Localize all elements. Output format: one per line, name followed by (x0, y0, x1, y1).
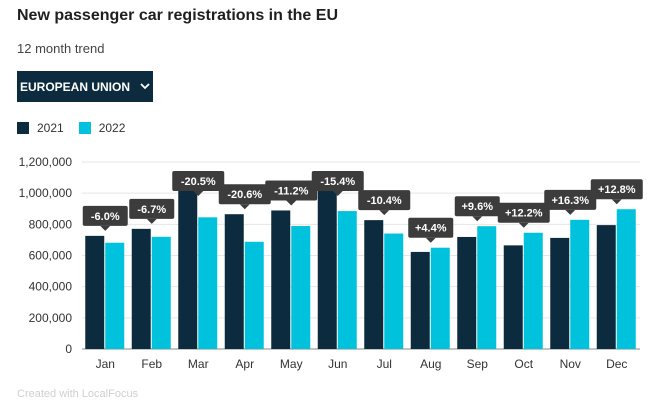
change-label-box (218, 184, 271, 205)
x-tick-label: Nov (560, 357, 581, 371)
chart-legend: 2021 2022 (17, 121, 140, 135)
x-tick-label: Dec (606, 357, 627, 371)
change-label-box (454, 196, 500, 217)
change-label-pointer (425, 237, 436, 243)
bar-2021-feb (131, 228, 151, 349)
change-label-box (172, 171, 225, 191)
change-label-pointer (100, 225, 111, 231)
change-label-pointer (565, 209, 576, 215)
change-label-box (497, 202, 550, 223)
bar-2022-may (291, 226, 311, 349)
change-label-box (544, 189, 597, 210)
legend-label-2022: 2022 (98, 121, 126, 135)
change-label: -20.6% (227, 189, 262, 201)
region-dropdown-label: EUROPEAN UNION (19, 79, 130, 94)
change-label-box (129, 198, 175, 219)
legend-swatch-2022 (78, 122, 91, 134)
change-label-pointer (286, 200, 297, 206)
bar-2021-jun (317, 185, 337, 349)
x-tick-label: Jul (377, 357, 392, 371)
y-tick-label: 0 (65, 342, 72, 356)
bar-2021-dec (596, 225, 616, 349)
change-label-pointer (611, 199, 622, 205)
chart-subtitle: 12 month trend (17, 41, 105, 56)
bar-2022-dec (616, 209, 636, 349)
legend-label-2021: 2021 (37, 121, 64, 135)
bar-2022-jan (105, 242, 125, 349)
change-label-pointer (379, 210, 390, 216)
change-label-box (358, 190, 411, 211)
x-tick-label: Aug (420, 357, 441, 371)
x-tick-label: Oct (514, 357, 533, 371)
change-label-pointer (146, 218, 157, 224)
bar-2022-oct (523, 232, 543, 349)
legend-swatch-2021 (17, 122, 29, 134)
bar-2021-jul (364, 220, 384, 349)
bar-2022-jun (337, 211, 357, 349)
bar-2022-nov (570, 219, 590, 349)
legend-item-2021: 2021 (17, 121, 64, 135)
bar-2021-nov (550, 237, 570, 349)
bar-2021-apr (224, 214, 244, 349)
y-tick-label: 800,000 (29, 217, 73, 231)
change-label: -6.7% (137, 204, 166, 216)
change-label: +12.2% (505, 208, 543, 220)
legend-item-2022: 2022 (78, 121, 126, 135)
change-label: -20.5% (181, 176, 216, 188)
y-tick-label: 200,000 (29, 311, 73, 325)
change-label-box (311, 171, 364, 191)
x-tick-label: May (280, 357, 303, 371)
change-label-pointer (239, 204, 250, 210)
change-label: +16.3% (551, 195, 589, 207)
change-label: -6.0% (91, 211, 120, 223)
localfocus-credit: Created with LocalFocus (17, 388, 139, 400)
change-label-pointer (472, 216, 483, 222)
change-label-box (408, 217, 454, 238)
change-label-pointer (518, 222, 529, 228)
region-dropdown[interactable]: EUROPEAN UNION (17, 71, 153, 102)
change-label-box (82, 205, 128, 226)
bar-2021-sep (457, 236, 477, 349)
x-tick-label: Jun (328, 357, 347, 371)
change-label-box (590, 179, 643, 200)
change-label-box (265, 180, 318, 201)
bar-2022-aug (430, 247, 450, 349)
change-label: +12.8% (598, 184, 636, 196)
y-tick-label: 1,200,000 (19, 155, 73, 169)
x-tick-label: Sep (467, 357, 489, 371)
y-tick-label: 400,000 (29, 280, 73, 294)
change-label-pointer (193, 191, 204, 196)
bar-2021-may (271, 210, 291, 349)
change-label-pointer (332, 191, 343, 196)
x-tick-label: Jan (96, 357, 115, 371)
bar-2021-oct (503, 245, 523, 349)
bar-2021-jan (85, 235, 105, 349)
x-tick-label: Mar (188, 357, 209, 371)
change-label: +4.4% (415, 223, 447, 235)
y-tick-label: 600,000 (29, 249, 73, 263)
bar-2021-aug (410, 251, 430, 349)
chart-title: New passenger car registrations in the E… (17, 7, 338, 24)
x-tick-label: Feb (141, 357, 162, 371)
bar-2022-sep (477, 226, 497, 349)
change-label: -11.2% (274, 185, 308, 197)
change-label: -10.4% (367, 195, 402, 207)
bar-2022-feb (151, 236, 171, 349)
x-tick-label: Apr (235, 357, 254, 371)
bar-2022-jul (384, 233, 404, 349)
bar-2021-mar (178, 183, 198, 349)
chevron-down-icon (140, 83, 150, 90)
change-label: +9.6% (462, 201, 494, 213)
y-tick-label: 1,000,000 (19, 186, 73, 200)
change-label: -15.4% (320, 176, 355, 188)
bar-2022-mar (198, 217, 218, 349)
bar-2022-apr (244, 241, 264, 349)
